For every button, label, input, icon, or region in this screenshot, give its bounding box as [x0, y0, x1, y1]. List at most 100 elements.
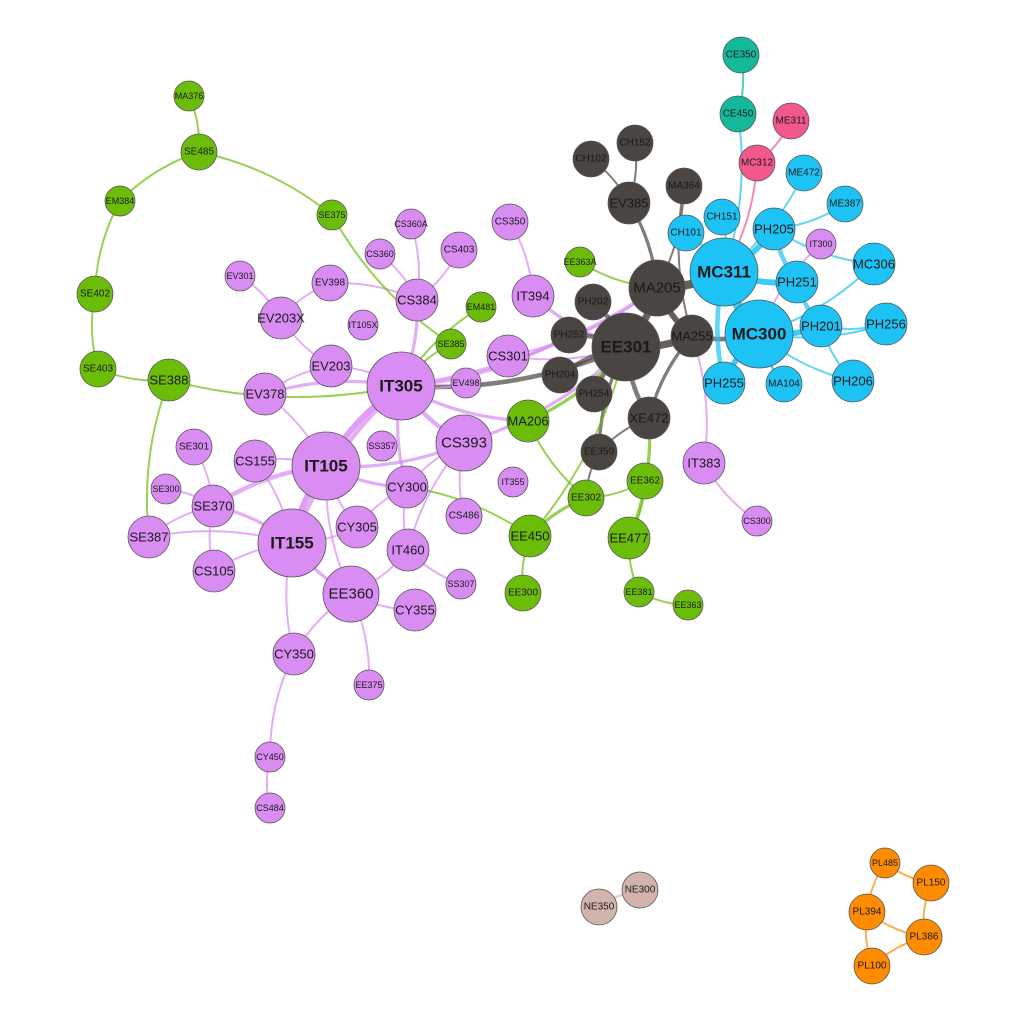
node-se485[interactable]: SE485	[180, 133, 218, 171]
node-cy350[interactable]: CY350	[272, 632, 316, 676]
node-circle-ph204[interactable]	[541, 356, 579, 394]
node-circle-cs301[interactable]	[486, 334, 530, 378]
node-circle-ma104[interactable]	[765, 365, 803, 403]
node-ev378[interactable]: EV378	[243, 372, 287, 416]
node-ph255[interactable]: PH255	[702, 361, 746, 405]
node-it105x[interactable]: IT105X	[347, 309, 379, 341]
node-circle-em481[interactable]	[465, 291, 497, 323]
node-circle-cs350[interactable]	[491, 203, 529, 241]
node-circle-it355[interactable]	[497, 466, 529, 498]
node-circle-mc312[interactable]	[738, 144, 776, 182]
node-circle-me472[interactable]	[785, 154, 823, 192]
node-cs484[interactable]: CS484	[254, 792, 286, 824]
node-ee363a[interactable]: EE363A	[563, 246, 597, 278]
node-ev385[interactable]: EV385	[607, 181, 651, 225]
node-ss307[interactable]: SS307	[445, 568, 477, 600]
node-circle-ma376[interactable]	[173, 80, 205, 112]
node-circle-ce450[interactable]	[719, 95, 757, 133]
node-circle-ma206[interactable]	[506, 399, 550, 443]
node-ev498[interactable]: EV498	[450, 367, 482, 399]
node-cs360[interactable]: CS360	[364, 238, 396, 270]
node-circle-it105[interactable]	[291, 431, 361, 501]
node-ch102[interactable]: CH102	[572, 140, 610, 178]
node-circle-cy305[interactable]	[335, 505, 379, 549]
node-pl394[interactable]: PL394	[848, 893, 886, 931]
node-cs393[interactable]: CS393	[435, 414, 493, 472]
node-circle-ph202[interactable]	[574, 283, 612, 321]
node-ph254[interactable]: PH254	[575, 375, 613, 413]
node-it394[interactable]: IT394	[511, 274, 555, 318]
node-ce450[interactable]: CE450	[719, 95, 757, 133]
node-ee360[interactable]: EE360	[322, 565, 380, 623]
node-circle-ee450[interactable]	[508, 514, 552, 558]
node-circle-em384[interactable]	[104, 185, 136, 217]
node-circle-ev378[interactable]	[243, 372, 287, 416]
node-ma205[interactable]: MA205	[628, 259, 686, 317]
node-ee301[interactable]: EE301	[591, 312, 661, 382]
node-circle-se387[interactable]	[127, 515, 171, 559]
node-circle-it305[interactable]	[366, 351, 436, 421]
node-circle-ph205[interactable]	[752, 207, 796, 251]
node-it300[interactable]: IT300	[805, 228, 837, 260]
node-circle-cy350[interactable]	[272, 632, 316, 676]
node-circle-cs403[interactable]	[440, 231, 478, 269]
node-circle-cs486[interactable]	[445, 497, 483, 535]
node-circle-ph255[interactable]	[702, 361, 746, 405]
node-circle-se402[interactable]	[76, 275, 114, 313]
node-ph251[interactable]: PH251	[775, 260, 819, 304]
node-cy305[interactable]: CY305	[335, 505, 379, 549]
node-circle-se403[interactable]	[79, 350, 117, 388]
node-circle-ee300[interactable]	[504, 574, 542, 612]
node-circle-ev301[interactable]	[224, 260, 256, 292]
node-circle-ch151[interactable]	[703, 198, 741, 236]
node-circle-ch102[interactable]	[572, 140, 610, 178]
node-circle-pl386[interactable]	[905, 918, 943, 956]
node-circle-ee360[interactable]	[322, 565, 380, 623]
node-circle-pl394[interactable]	[848, 893, 886, 931]
node-circle-pl485[interactable]	[869, 847, 901, 879]
node-ee300[interactable]: EE300	[504, 574, 542, 612]
node-circle-cs384[interactable]	[395, 278, 439, 322]
node-mc306[interactable]: MC306	[852, 242, 896, 286]
node-se300[interactable]: SE300	[150, 473, 182, 505]
node-ph205[interactable]: PH205	[752, 207, 796, 251]
node-circle-ph251[interactable]	[775, 260, 819, 304]
node-circle-ce350[interactable]	[722, 36, 760, 74]
node-ph202[interactable]: PH202	[574, 283, 612, 321]
node-circle-it300[interactable]	[805, 228, 837, 260]
node-circle-ss357[interactable]	[366, 430, 398, 462]
node-xe472[interactable]: XE472	[627, 396, 671, 440]
node-circle-ne350[interactable]	[580, 888, 618, 926]
node-ph204[interactable]: PH204	[541, 356, 579, 394]
node-ce350[interactable]: CE350	[722, 36, 760, 74]
node-circle-ee363[interactable]	[672, 589, 704, 621]
node-ma104[interactable]: MA104	[765, 365, 803, 403]
node-circle-ch152[interactable]	[616, 124, 654, 162]
node-circle-ee350[interactable]	[580, 433, 618, 471]
node-circle-me311[interactable]	[772, 102, 810, 140]
node-circle-se375[interactable]	[316, 199, 348, 231]
node-circle-it383[interactable]	[682, 441, 726, 485]
node-ne300[interactable]: NE300	[621, 871, 659, 909]
node-ev203[interactable]: EV203	[309, 344, 353, 388]
node-ee477[interactable]: EE477	[607, 516, 651, 560]
node-me311[interactable]: ME311	[772, 102, 810, 140]
node-circle-cs393[interactable]	[435, 414, 493, 472]
node-se370[interactable]: SE370	[191, 484, 235, 528]
node-pl150[interactable]: PL150	[912, 864, 950, 902]
node-circle-ee363a[interactable]	[564, 246, 596, 278]
node-circle-ch101[interactable]	[667, 214, 705, 252]
node-se375[interactable]: SE375	[316, 199, 348, 231]
node-pl485[interactable]: PL485	[869, 847, 901, 879]
node-mc312[interactable]: MC312	[738, 144, 776, 182]
node-se402[interactable]: SE402	[76, 275, 114, 313]
node-ee450[interactable]: EE450	[508, 514, 552, 558]
node-it305[interactable]: IT305	[366, 351, 436, 421]
node-ma206[interactable]: MA206	[506, 399, 550, 443]
node-pl100[interactable]: PL100	[853, 947, 891, 985]
node-circle-ee477[interactable]	[607, 516, 651, 560]
node-circle-ee381[interactable]	[623, 576, 655, 608]
node-me472[interactable]: ME472	[785, 154, 823, 192]
node-circle-ev203x[interactable]	[259, 296, 303, 340]
node-se388[interactable]: SE388	[147, 358, 191, 402]
